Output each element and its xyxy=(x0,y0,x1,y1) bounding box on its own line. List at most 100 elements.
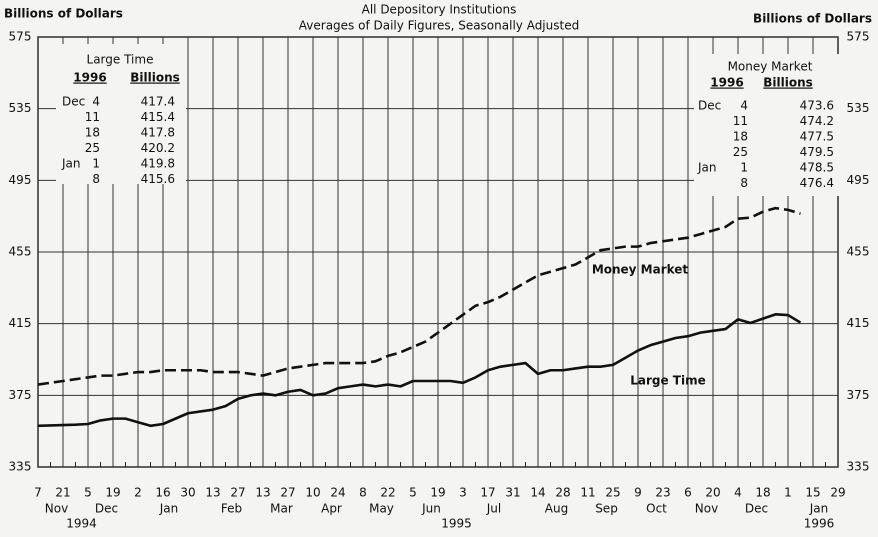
x-tick-label: 4 xyxy=(734,486,742,500)
chart-subtitle: Averages of Daily Figures, Seasonally Ad… xyxy=(299,19,579,33)
x-tick-label: 1 xyxy=(784,486,792,500)
table-day: 4 xyxy=(92,95,100,109)
y-tick-label: 455 xyxy=(9,245,32,259)
table-box xyxy=(694,54,844,196)
x-tick-label: 30 xyxy=(180,486,195,500)
x-tick-label: 16 xyxy=(155,486,170,500)
year-label: 1994 xyxy=(66,517,97,531)
month-label: Dec xyxy=(95,502,118,516)
y-tick-label: 335 xyxy=(9,460,32,474)
y-tick-label: 415 xyxy=(9,316,32,330)
table-month: Dec xyxy=(62,95,85,109)
x-tick-label: 9 xyxy=(634,486,642,500)
series-label: Large Time xyxy=(630,374,706,388)
x-tick-label: 10 xyxy=(305,486,320,500)
table-title: Large Time xyxy=(87,53,154,67)
table-value: 474.2 xyxy=(800,114,834,128)
series-line xyxy=(37,206,801,386)
month-label: Mar xyxy=(270,502,293,516)
x-tick-label: 25 xyxy=(605,486,620,500)
y-axis-label: Billions of Dollars xyxy=(4,7,123,21)
x-tick-label: 22 xyxy=(380,486,395,500)
series-line xyxy=(37,313,802,428)
year-label: 1996 xyxy=(804,517,835,531)
x-tick-label: 21 xyxy=(55,486,70,500)
month-label: Aug xyxy=(545,502,568,516)
y2-tick-label: 375 xyxy=(847,388,870,402)
y2-tick-label: 335 xyxy=(847,460,870,474)
table-value: 419.8 xyxy=(141,157,175,171)
table-day: 18 xyxy=(733,130,748,144)
table-day: 4 xyxy=(740,99,748,113)
table-value: 476.4 xyxy=(800,176,834,190)
table-month: Jan xyxy=(697,161,717,175)
chart-title: All Depository Institutions xyxy=(362,3,517,17)
table-month: Dec xyxy=(698,99,721,113)
table-value: 473.6 xyxy=(800,99,834,113)
table-header: 1996 xyxy=(710,76,743,90)
table-value: 415.4 xyxy=(141,110,175,124)
table-day: 8 xyxy=(740,176,748,190)
x-tick-label: 15 xyxy=(805,486,820,500)
year-label: 1995 xyxy=(441,517,472,531)
series-label: Money Market xyxy=(592,263,689,277)
table-day: 8 xyxy=(92,172,100,186)
x-tick-label: 13 xyxy=(255,486,270,500)
x-tick-label: 19 xyxy=(105,486,120,500)
month-label: Jul xyxy=(486,502,501,516)
x-tick-label: 27 xyxy=(230,486,245,500)
month-label: Jan xyxy=(809,502,829,516)
y2-axis-label: Billions of Dollars xyxy=(753,12,872,26)
month-label: Feb xyxy=(221,502,242,516)
table-day: 1 xyxy=(92,157,100,171)
y2-tick-label: 415 xyxy=(847,316,870,330)
x-tick-label: 14 xyxy=(530,486,545,500)
x-tick-label: 23 xyxy=(655,486,670,500)
x-tick-label: 6 xyxy=(684,486,692,500)
x-tick-label: 7 xyxy=(34,486,42,500)
y-tick-label: 495 xyxy=(9,173,32,187)
x-tick-label: 5 xyxy=(409,486,417,500)
x-tick-label: 19 xyxy=(430,486,445,500)
y-tick-label: 535 xyxy=(9,101,32,115)
y2-tick-label: 575 xyxy=(847,30,870,44)
table-month: Jan xyxy=(61,157,81,171)
month-label: Dec xyxy=(745,502,768,516)
y-tick-label: 375 xyxy=(9,388,32,402)
month-label: Jun xyxy=(421,502,441,516)
table-header: Billions xyxy=(763,76,813,90)
y-tick-label: 575 xyxy=(9,30,32,44)
month-label: Nov xyxy=(695,502,718,516)
month-label: Sep xyxy=(595,502,618,516)
table-value: 479.5 xyxy=(800,145,834,159)
month-label: Oct xyxy=(646,502,667,516)
table-value: 415.6 xyxy=(141,172,175,186)
x-tick-label: 18 xyxy=(755,486,770,500)
month-label: Jan xyxy=(159,502,179,516)
month-label: May xyxy=(369,502,394,516)
table-box xyxy=(56,44,186,184)
table-title: Money Market xyxy=(728,60,813,74)
x-tick-label: 11 xyxy=(580,486,595,500)
table-header: Billions xyxy=(130,71,180,85)
x-tick-label: 24 xyxy=(330,486,345,500)
table-value: 477.5 xyxy=(800,130,834,144)
table-day: 25 xyxy=(733,145,748,159)
table-header: 1996 xyxy=(73,71,106,85)
x-tick-label: 8 xyxy=(359,486,367,500)
table-day: 11 xyxy=(733,114,748,128)
table-day: 11 xyxy=(85,110,100,124)
x-tick-label: 27 xyxy=(280,486,295,500)
table-value: 417.4 xyxy=(141,95,175,109)
table-value: 420.2 xyxy=(141,141,175,155)
table-day: 18 xyxy=(85,126,100,140)
x-tick-label: 17 xyxy=(480,486,495,500)
table-day: 1 xyxy=(740,161,748,175)
month-label: Apr xyxy=(321,502,342,516)
y2-tick-label: 495 xyxy=(847,173,870,187)
x-tick-label: 13 xyxy=(205,486,220,500)
x-tick-label: 5 xyxy=(84,486,92,500)
table-value: 417.8 xyxy=(141,126,175,140)
month-label: Nov xyxy=(45,502,68,516)
x-tick-label: 3 xyxy=(459,486,467,500)
